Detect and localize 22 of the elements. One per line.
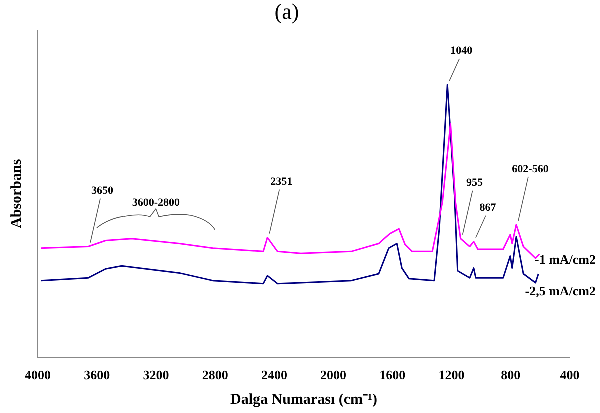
x-tick-label: 1200 (438, 368, 465, 383)
annotation: 2351 (270, 176, 293, 188)
annotation: 3650 (92, 185, 114, 198)
x-axis-title: Dalga Numarası (cm⁻¹) (230, 392, 378, 408)
x-tick-label: 3200 (143, 368, 170, 383)
x-tick-label: 2000 (320, 368, 347, 383)
y-axis-title: Absorbans (8, 159, 25, 228)
series-label: -2,5 mA/cm2 (525, 283, 596, 298)
x-tick-label: 1600 (380, 368, 406, 383)
series-label: -1 mA/cm2 (534, 252, 596, 267)
chart-title: (a) (274, 0, 300, 24)
annotation: 602-560 (512, 163, 550, 176)
x-tick-label: 2800 (202, 368, 228, 383)
x-tick-label: 800 (501, 368, 521, 383)
x-tick-label: 2400 (261, 368, 288, 383)
x-tick-label: 4000 (25, 368, 51, 383)
annotation: 955 (466, 177, 484, 190)
x-tick-label: 3600 (84, 368, 110, 383)
annotation: 867 (480, 202, 497, 214)
x-tick-label: 400 (560, 368, 580, 383)
annotation: 3600-2800 (132, 197, 181, 210)
annotation: 1040 (450, 45, 474, 58)
